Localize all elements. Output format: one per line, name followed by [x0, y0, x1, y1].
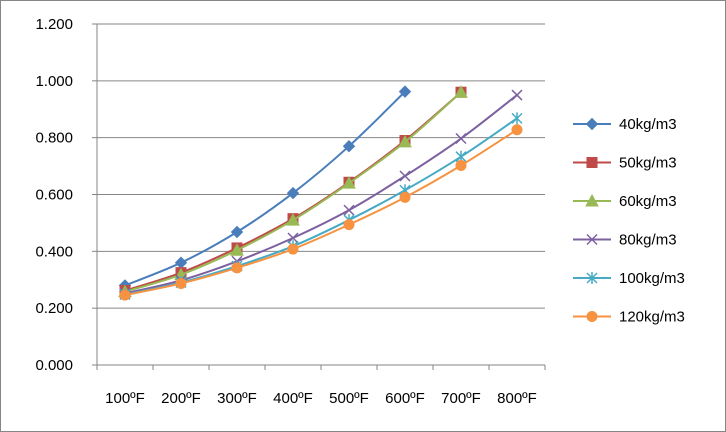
series-40kg/m3: [118, 85, 412, 292]
data-point: [454, 85, 468, 98]
legend-swatch-marker: [585, 193, 599, 207]
data-point: [175, 277, 187, 289]
y-tick-label: 0.800: [35, 130, 73, 147]
series-120kg/m3: [119, 124, 523, 301]
y-tick-label: 0.400: [35, 243, 73, 260]
legend-item: 100kg/m3: [573, 270, 685, 287]
data-point: [342, 176, 356, 189]
data-point: [455, 132, 467, 145]
data-point: [511, 112, 523, 125]
x-tick-label: 700ºF: [441, 390, 481, 407]
x-tick-label: 100ºF: [105, 390, 145, 407]
data-point: [511, 89, 523, 101]
legend-label: 80kg/m3: [619, 232, 677, 249]
data-point: [511, 124, 523, 136]
gridlines: [92, 23, 545, 366]
legend-label: 40kg/m3: [619, 116, 677, 133]
legend-label: 100kg/m3: [619, 270, 685, 287]
data-point: [231, 262, 243, 274]
data-point: [398, 134, 412, 148]
data-point: [174, 256, 188, 269]
x-tick-label: 200ºF: [161, 390, 201, 407]
y-tick-label: 0.000: [35, 357, 73, 374]
legend-item: 80kg/m3: [573, 232, 677, 249]
legend-swatch-marker: [586, 157, 598, 168]
legend-label: 120kg/m3: [619, 309, 685, 326]
data-point: [286, 213, 300, 226]
data-point: [230, 225, 244, 239]
x-tick-label: 500ºF: [329, 390, 369, 407]
data-point: [287, 243, 299, 255]
x-tick-label: 600ºF: [385, 390, 425, 407]
legend-swatch-marker: [586, 311, 598, 322]
legend-swatch-marker: [585, 117, 599, 131]
data-point: [455, 160, 467, 172]
x-tick-label: 300ºF: [217, 390, 257, 407]
legend-item: 120kg/m3: [573, 309, 685, 326]
legend-swatch-marker: [586, 233, 598, 246]
legend-label: 60kg/m3: [619, 193, 677, 210]
legend: 40kg/m3 50kg/m3 60kg/m3 80kg/m3 100kg/m3 120k…: [573, 116, 685, 326]
data-point: [286, 186, 300, 200]
y-tick-label: 1.000: [35, 73, 73, 90]
data-point: [343, 204, 355, 216]
x-tick-label: 800ºF: [497, 390, 537, 407]
data-point: [342, 139, 356, 153]
x-tick-label: 400ºF: [273, 390, 313, 407]
data-point: [343, 219, 355, 231]
data-point: [230, 243, 244, 256]
y-tick-label: 1.200: [35, 16, 73, 33]
legend-item: 60kg/m3: [573, 193, 677, 210]
data-point: [119, 289, 131, 301]
legend-item: 40kg/m3: [573, 116, 677, 133]
legend-item: 50kg/m3: [573, 155, 677, 172]
data-point: [399, 170, 411, 182]
y-tick-label: 0.600: [35, 187, 73, 204]
y-tick-label: 0.200: [35, 300, 73, 317]
legend-swatch-marker: [586, 272, 598, 284]
data-point: [398, 85, 412, 98]
legend-label: 50kg/m3: [619, 155, 677, 172]
data-point: [399, 191, 411, 203]
data-point: [287, 232, 299, 244]
